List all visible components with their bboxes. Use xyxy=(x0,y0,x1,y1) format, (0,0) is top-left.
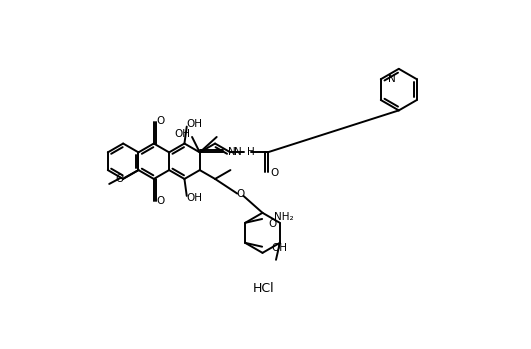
Text: OH: OH xyxy=(175,129,191,139)
Text: N: N xyxy=(228,147,236,157)
Text: OH: OH xyxy=(271,243,287,253)
Text: O: O xyxy=(270,168,279,178)
Text: O: O xyxy=(115,174,123,184)
Text: HCl: HCl xyxy=(253,282,275,295)
Text: NH₂: NH₂ xyxy=(275,213,294,222)
Text: H: H xyxy=(247,147,254,157)
Text: O: O xyxy=(236,190,244,199)
Text: O: O xyxy=(269,218,277,229)
Text: OH: OH xyxy=(186,193,202,203)
Text: N: N xyxy=(234,147,241,157)
Text: N: N xyxy=(389,74,396,84)
Text: OH: OH xyxy=(186,119,202,129)
Text: O: O xyxy=(157,116,165,126)
Text: O: O xyxy=(157,196,165,206)
